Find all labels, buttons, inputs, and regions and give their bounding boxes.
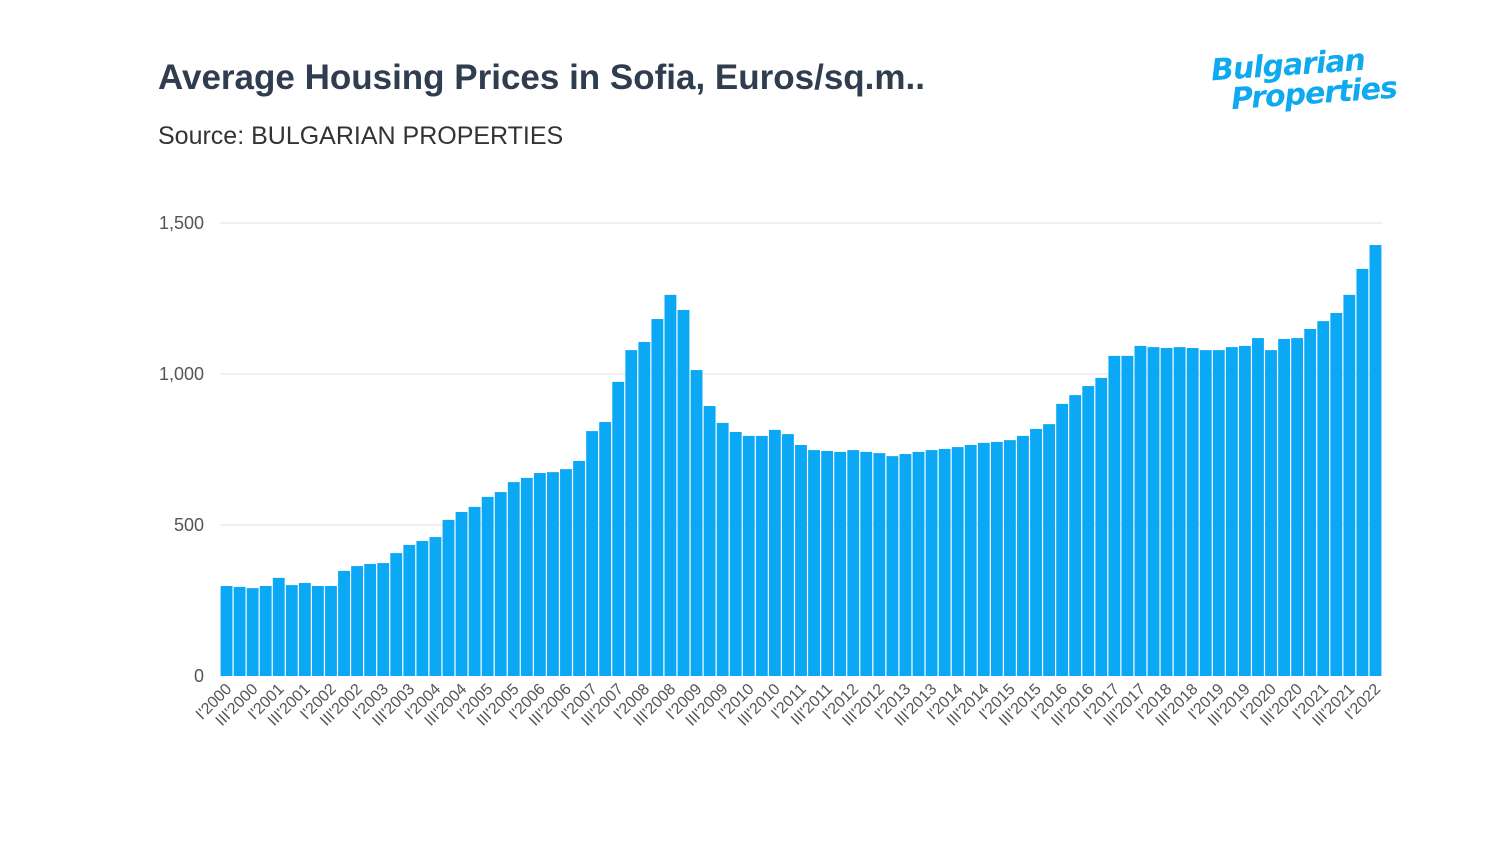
bar	[1017, 435, 1029, 676]
bar	[1056, 403, 1069, 676]
bar	[834, 451, 847, 676]
bar	[455, 512, 468, 676]
bar	[899, 454, 912, 676]
bar	[285, 585, 298, 676]
bar	[1369, 245, 1382, 676]
bar	[298, 582, 311, 676]
bar	[1082, 386, 1095, 676]
bar	[390, 553, 403, 676]
bar	[377, 563, 390, 676]
bar	[755, 435, 768, 676]
bar	[1265, 350, 1277, 676]
bar	[246, 588, 259, 676]
bar	[520, 477, 533, 676]
bar	[1330, 312, 1343, 676]
bar	[1225, 347, 1238, 676]
bar	[338, 570, 350, 676]
bar	[964, 444, 977, 676]
bar	[1121, 355, 1134, 676]
bar	[533, 473, 546, 676]
bar	[690, 370, 703, 676]
bar	[442, 519, 455, 676]
bar	[664, 294, 677, 676]
bar	[1291, 338, 1304, 676]
bar	[325, 586, 337, 676]
bar	[742, 435, 755, 676]
bar	[860, 451, 873, 676]
bar	[1147, 347, 1160, 676]
bar	[1238, 345, 1251, 676]
bar	[1356, 268, 1369, 676]
chart-title: Average Housing Prices in Sofia, Euros/s…	[158, 58, 925, 97]
bar	[573, 460, 585, 676]
bar	[403, 544, 416, 676]
bar	[364, 563, 377, 676]
bar	[351, 566, 364, 676]
bar	[1304, 329, 1317, 676]
bar	[951, 447, 964, 676]
bar	[507, 482, 520, 676]
bar	[1160, 348, 1173, 676]
bar	[1278, 338, 1291, 676]
bar	[220, 586, 233, 676]
bar	[925, 450, 938, 676]
bar	[259, 586, 272, 676]
bar	[1095, 377, 1108, 676]
chart-subtitle: Source: BULGARIAN PROPERTIES	[158, 122, 564, 150]
bar	[782, 434, 794, 676]
bar	[1186, 348, 1199, 676]
bar	[429, 537, 442, 676]
bar	[547, 472, 559, 676]
bar	[311, 586, 324, 676]
y-tick-label: 0	[194, 666, 204, 686]
bar	[990, 441, 1003, 676]
bar	[1212, 350, 1225, 676]
bar	[560, 469, 572, 676]
bar	[938, 448, 951, 676]
bar	[233, 586, 246, 676]
bar	[716, 422, 729, 676]
bar	[808, 450, 820, 676]
bar	[768, 429, 781, 676]
bar	[1134, 345, 1147, 676]
bar	[1173, 347, 1186, 676]
bar	[1043, 424, 1055, 676]
bar	[468, 506, 481, 676]
bar	[677, 309, 690, 676]
bar	[847, 450, 860, 676]
y-tick-label: 1,000	[159, 364, 204, 384]
bar	[821, 451, 834, 676]
bar	[481, 496, 494, 676]
bar	[1030, 428, 1042, 676]
bar	[1252, 338, 1264, 676]
bar	[586, 431, 599, 676]
bar	[977, 442, 990, 676]
bar	[651, 319, 664, 676]
bar	[625, 350, 638, 676]
bar	[1317, 321, 1330, 676]
bar	[886, 456, 899, 676]
bar	[703, 406, 716, 676]
bar	[729, 431, 742, 676]
bar	[599, 422, 612, 676]
bar	[416, 541, 429, 676]
bar	[494, 492, 507, 676]
bar	[795, 444, 807, 676]
bar	[873, 453, 886, 676]
bar	[1343, 294, 1356, 676]
bar	[612, 381, 625, 676]
bar	[1003, 440, 1016, 676]
bar	[1108, 355, 1121, 676]
bar	[1199, 350, 1212, 676]
bar	[1069, 395, 1082, 676]
bar	[638, 341, 651, 676]
bar	[912, 451, 925, 676]
y-tick-label: 500	[174, 515, 204, 535]
y-tick-label: 1,500	[159, 213, 204, 233]
bar	[272, 577, 285, 676]
